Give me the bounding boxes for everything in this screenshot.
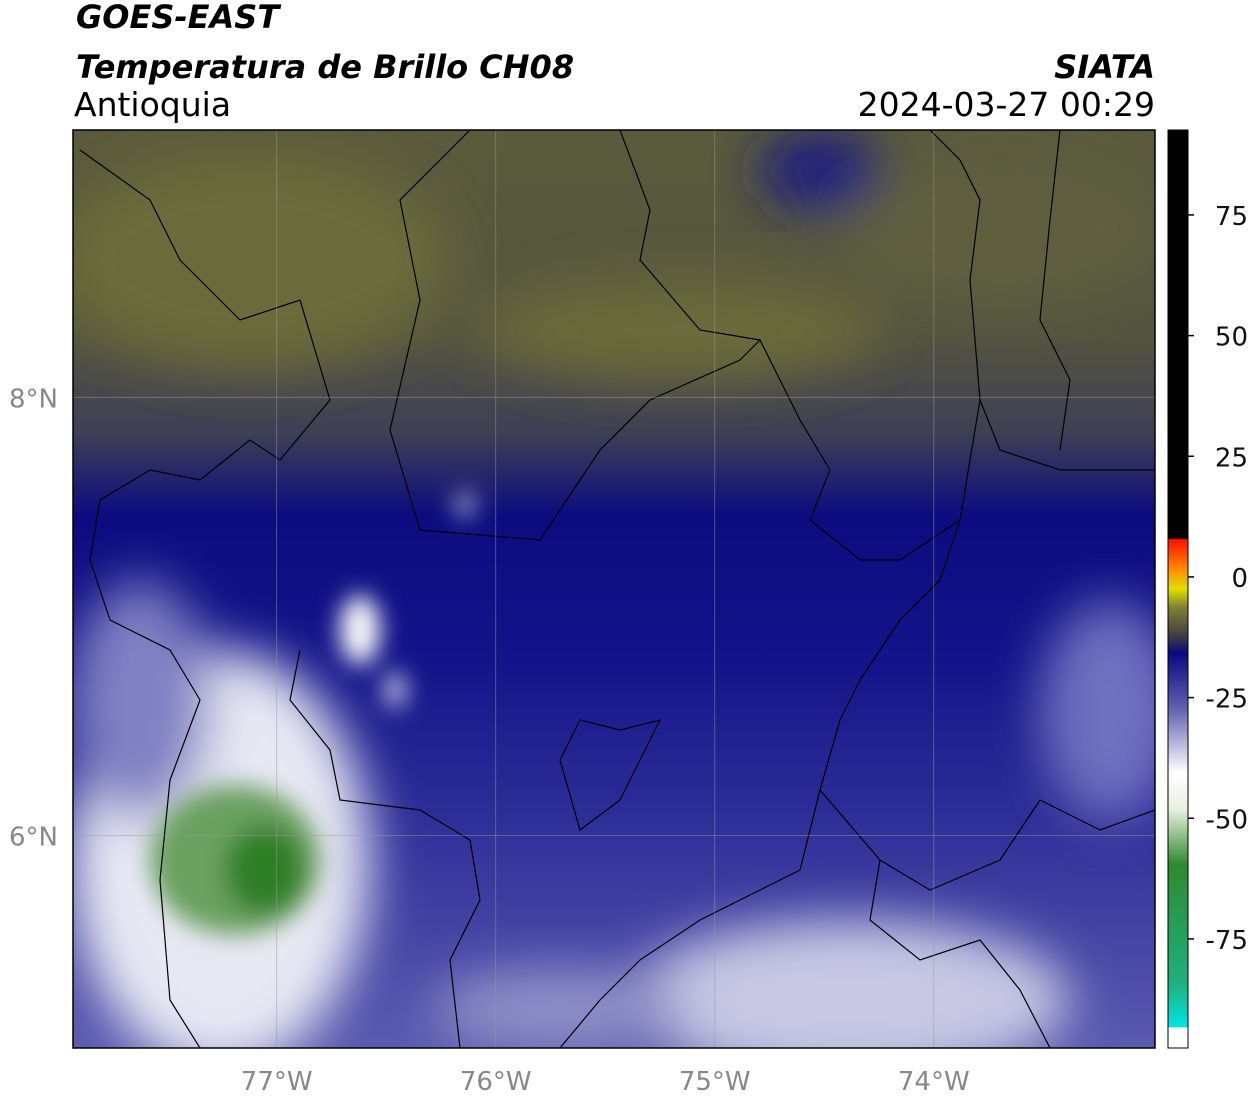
satellite-image — [73, 130, 1155, 1048]
region: Antioquia — [74, 85, 231, 124]
lat-tick-label: 6°N — [9, 822, 58, 852]
lon-tick-label: 74°W — [898, 1067, 970, 1097]
lat-tick-label: 8°N — [9, 384, 58, 414]
colorbar-tick-label: 50 — [1215, 323, 1248, 353]
colorbar-ticks: 75 50 25 0 -25 -50 -75 — [1188, 202, 1248, 956]
lon-tick-label: 75°W — [679, 1067, 751, 1097]
colorbar-tick-label: 75 — [1215, 202, 1248, 232]
graticule: 77°W 76°W 75°W 74°W 8°N 6°N — [9, 130, 1155, 1097]
timestamp: 2024-03-27 00:29 — [858, 85, 1155, 124]
organization: SIATA — [1054, 48, 1155, 86]
map-frame — [72, 129, 1156, 1049]
colorbar-tick-label: -25 — [1206, 685, 1248, 715]
colorbar-tick-label: 25 — [1215, 443, 1248, 473]
title-line2: Temperatura de Brillo CH08 — [76, 48, 574, 86]
colorbar — [1167, 129, 1189, 1049]
colorbar-tick-label: 0 — [1231, 564, 1248, 594]
boundaries — [79, 130, 1155, 1048]
colorbar-tick-label: -75 — [1206, 926, 1248, 956]
title-line1: GOES-EAST — [76, 0, 281, 36]
lon-tick-label: 76°W — [460, 1067, 532, 1097]
lon-tick-label: 77°W — [241, 1067, 313, 1097]
colorbar-tick-label: -50 — [1206, 805, 1248, 835]
